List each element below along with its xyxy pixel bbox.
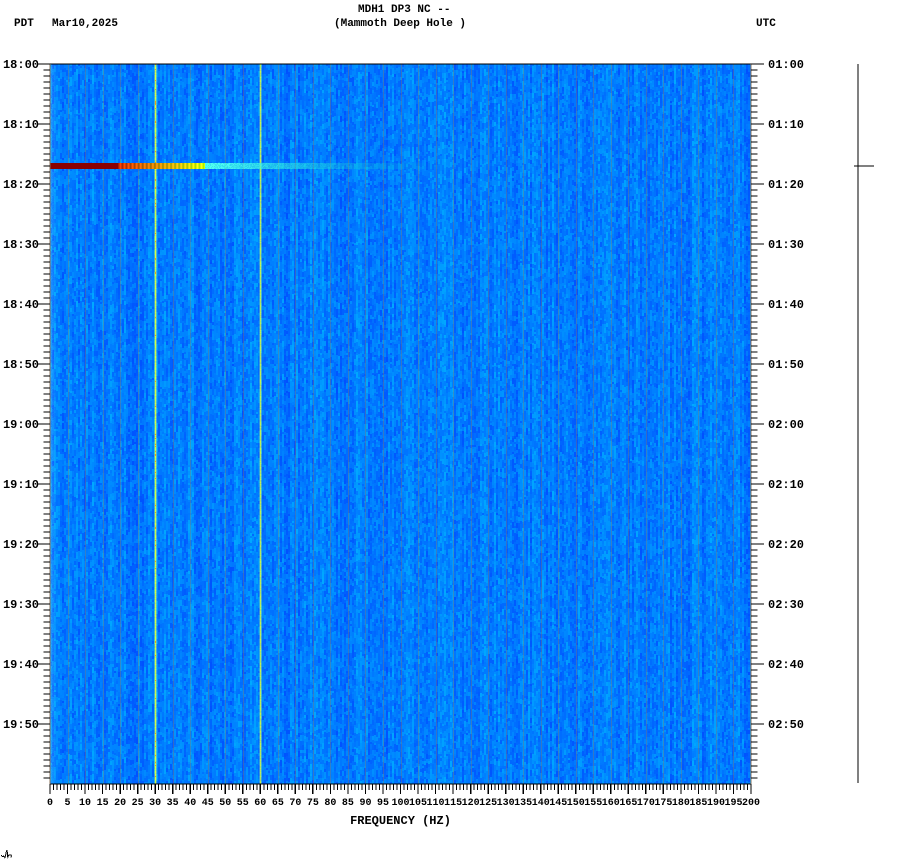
svg-text:02:30: 02:30 bbox=[768, 598, 804, 612]
svg-text:80: 80 bbox=[324, 798, 336, 809]
svg-text:01:30: 01:30 bbox=[768, 238, 804, 252]
svg-text:18:40: 18:40 bbox=[3, 298, 39, 312]
svg-text:120: 120 bbox=[462, 798, 480, 809]
svg-text:150: 150 bbox=[567, 798, 585, 809]
svg-text:18:20: 18:20 bbox=[3, 178, 39, 192]
svg-text:01:20: 01:20 bbox=[768, 178, 804, 192]
svg-text:160: 160 bbox=[602, 798, 620, 809]
svg-text:25: 25 bbox=[132, 798, 144, 809]
svg-text:02:20: 02:20 bbox=[768, 538, 804, 552]
svg-text:95: 95 bbox=[377, 798, 389, 809]
svg-text:130: 130 bbox=[497, 798, 515, 809]
svg-text:10: 10 bbox=[79, 798, 91, 809]
svg-text:19:00: 19:00 bbox=[3, 418, 39, 432]
svg-text:105: 105 bbox=[409, 798, 427, 809]
svg-text:55: 55 bbox=[237, 798, 249, 809]
svg-text:15: 15 bbox=[97, 798, 109, 809]
svg-text:155: 155 bbox=[584, 798, 602, 809]
svg-text:60: 60 bbox=[254, 798, 266, 809]
svg-text:19:30: 19:30 bbox=[3, 598, 39, 612]
svg-text:18:30: 18:30 bbox=[3, 238, 39, 252]
svg-text:50: 50 bbox=[219, 798, 231, 809]
svg-text:115: 115 bbox=[444, 798, 462, 809]
svg-text:40: 40 bbox=[184, 798, 196, 809]
svg-text:180: 180 bbox=[672, 798, 690, 809]
svg-text:140: 140 bbox=[532, 798, 550, 809]
svg-text:165: 165 bbox=[619, 798, 637, 809]
svg-text:75: 75 bbox=[307, 798, 319, 809]
svg-text:110: 110 bbox=[427, 798, 445, 809]
svg-text:195: 195 bbox=[724, 798, 742, 809]
svg-text:90: 90 bbox=[359, 798, 371, 809]
svg-text:19:40: 19:40 bbox=[3, 658, 39, 672]
svg-text:170: 170 bbox=[637, 798, 655, 809]
svg-text:01:10: 01:10 bbox=[768, 118, 804, 132]
svg-text:135: 135 bbox=[514, 798, 532, 809]
svg-text:200: 200 bbox=[742, 798, 760, 809]
svg-text:5: 5 bbox=[65, 798, 71, 809]
svg-text:175: 175 bbox=[654, 798, 672, 809]
svg-text:30: 30 bbox=[149, 798, 161, 809]
svg-text:02:50: 02:50 bbox=[768, 718, 804, 732]
svg-text:185: 185 bbox=[689, 798, 707, 809]
svg-text:18:10: 18:10 bbox=[3, 118, 39, 132]
svg-text:02:00: 02:00 bbox=[768, 418, 804, 432]
svg-text:125: 125 bbox=[479, 798, 497, 809]
svg-text:02:40: 02:40 bbox=[768, 658, 804, 672]
svg-text:70: 70 bbox=[289, 798, 301, 809]
svg-text:100: 100 bbox=[391, 798, 409, 809]
svg-text:18:00: 18:00 bbox=[3, 58, 39, 72]
svg-text:01:00: 01:00 bbox=[768, 58, 804, 72]
svg-text:145: 145 bbox=[549, 798, 567, 809]
svg-text:45: 45 bbox=[202, 798, 214, 809]
svg-text:19:20: 19:20 bbox=[3, 538, 39, 552]
svg-text:35: 35 bbox=[167, 798, 179, 809]
svg-text:01:40: 01:40 bbox=[768, 298, 804, 312]
svg-text:20: 20 bbox=[114, 798, 126, 809]
svg-text:19:50: 19:50 bbox=[3, 718, 39, 732]
svg-text:FREQUENCY (HZ): FREQUENCY (HZ) bbox=[350, 814, 451, 828]
svg-text:18:50: 18:50 bbox=[3, 358, 39, 372]
svg-text:190: 190 bbox=[707, 798, 725, 809]
svg-text:02:10: 02:10 bbox=[768, 478, 804, 492]
svg-text:65: 65 bbox=[272, 798, 284, 809]
svg-text:19:10: 19:10 bbox=[3, 478, 39, 492]
svg-text:01:50: 01:50 bbox=[768, 358, 804, 372]
svg-text:0: 0 bbox=[47, 798, 53, 809]
svg-text:85: 85 bbox=[342, 798, 354, 809]
